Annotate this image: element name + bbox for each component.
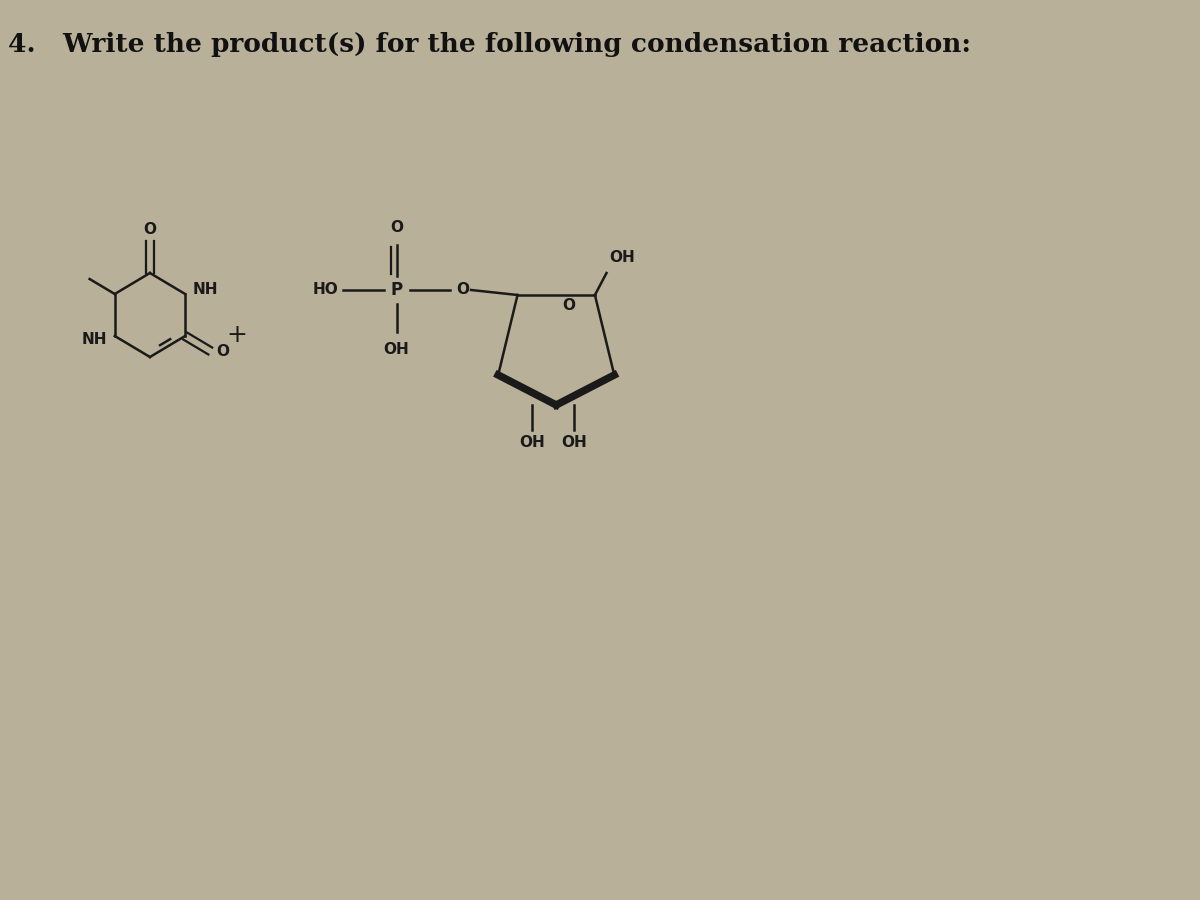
Text: 4.   Write the product(s) for the following condensation reaction:: 4. Write the product(s) for the followin…: [7, 32, 971, 58]
Text: O: O: [216, 344, 229, 358]
Text: O: O: [456, 283, 469, 298]
Text: NH: NH: [82, 332, 107, 347]
Text: HO: HO: [313, 283, 338, 298]
Text: +: +: [227, 323, 247, 347]
Text: O: O: [563, 298, 575, 312]
Text: P: P: [390, 281, 403, 299]
Text: NH: NH: [193, 283, 218, 298]
Text: O: O: [390, 220, 403, 235]
Text: OH: OH: [520, 435, 545, 450]
Text: OH: OH: [610, 250, 635, 265]
Text: OH: OH: [384, 342, 409, 357]
Text: O: O: [144, 222, 156, 237]
Text: OH: OH: [560, 435, 587, 450]
